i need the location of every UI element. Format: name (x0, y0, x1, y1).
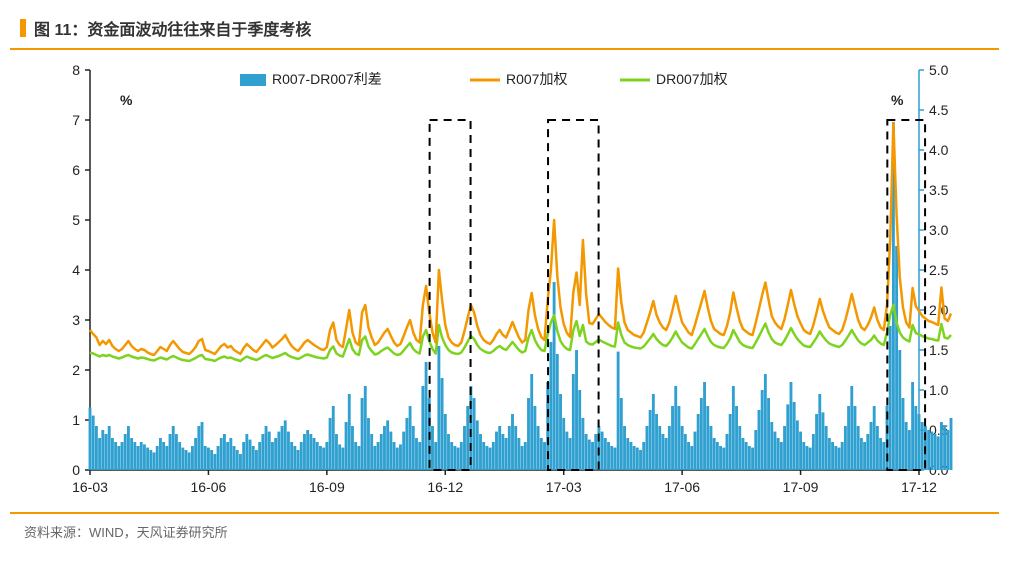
svg-text:7: 7 (72, 112, 80, 128)
svg-text:6: 6 (72, 162, 80, 178)
svg-text:4.0: 4.0 (929, 142, 949, 158)
svg-text:0: 0 (72, 462, 80, 478)
svg-text:17-09: 17-09 (783, 479, 819, 495)
svg-text:5: 5 (72, 212, 80, 228)
chart-title-row: 图 11：资金面波动往往来自于季度考核 (10, 10, 999, 50)
svg-text:3.0: 3.0 (929, 222, 949, 238)
svg-text:1.0: 1.0 (929, 382, 949, 398)
chart-area: 0123456780.00.51.01.52.02.53.03.54.04.55… (30, 60, 979, 500)
chart-title: 图 11：资金面波动往往来自于季度考核 (34, 16, 311, 40)
source-footer: 资料来源：WIND，天风证券研究所 (10, 512, 999, 549)
svg-text:%: % (891, 92, 904, 108)
svg-text:3: 3 (72, 312, 80, 328)
svg-text:4: 4 (72, 262, 80, 278)
svg-text:R007-DR007利差: R007-DR007利差 (272, 71, 382, 87)
svg-text:16-06: 16-06 (191, 479, 227, 495)
svg-text:2.5: 2.5 (929, 262, 949, 278)
svg-text:8: 8 (72, 62, 80, 78)
svg-text:DR007加权: DR007加权 (656, 71, 728, 87)
svg-text:3.5: 3.5 (929, 182, 949, 198)
svg-text:2: 2 (72, 362, 80, 378)
svg-text:16-12: 16-12 (427, 479, 463, 495)
title-accent-bar (20, 19, 26, 37)
svg-text:5.0: 5.0 (929, 62, 949, 78)
svg-text:%: % (120, 92, 133, 108)
svg-text:16-09: 16-09 (309, 479, 345, 495)
svg-text:R007加权: R007加权 (506, 71, 567, 87)
svg-text:4.5: 4.5 (929, 102, 949, 118)
svg-text:16-03: 16-03 (72, 479, 108, 495)
source-label: 资料来源：WIND，天风证券研究所 (24, 525, 228, 540)
chart-svg: 0123456780.00.51.01.52.02.53.03.54.04.55… (30, 60, 979, 500)
svg-text:1: 1 (72, 412, 80, 428)
svg-text:17-03: 17-03 (546, 479, 582, 495)
svg-text:1.5: 1.5 (929, 342, 949, 358)
svg-text:17-12: 17-12 (901, 479, 937, 495)
svg-text:17-06: 17-06 (664, 479, 700, 495)
